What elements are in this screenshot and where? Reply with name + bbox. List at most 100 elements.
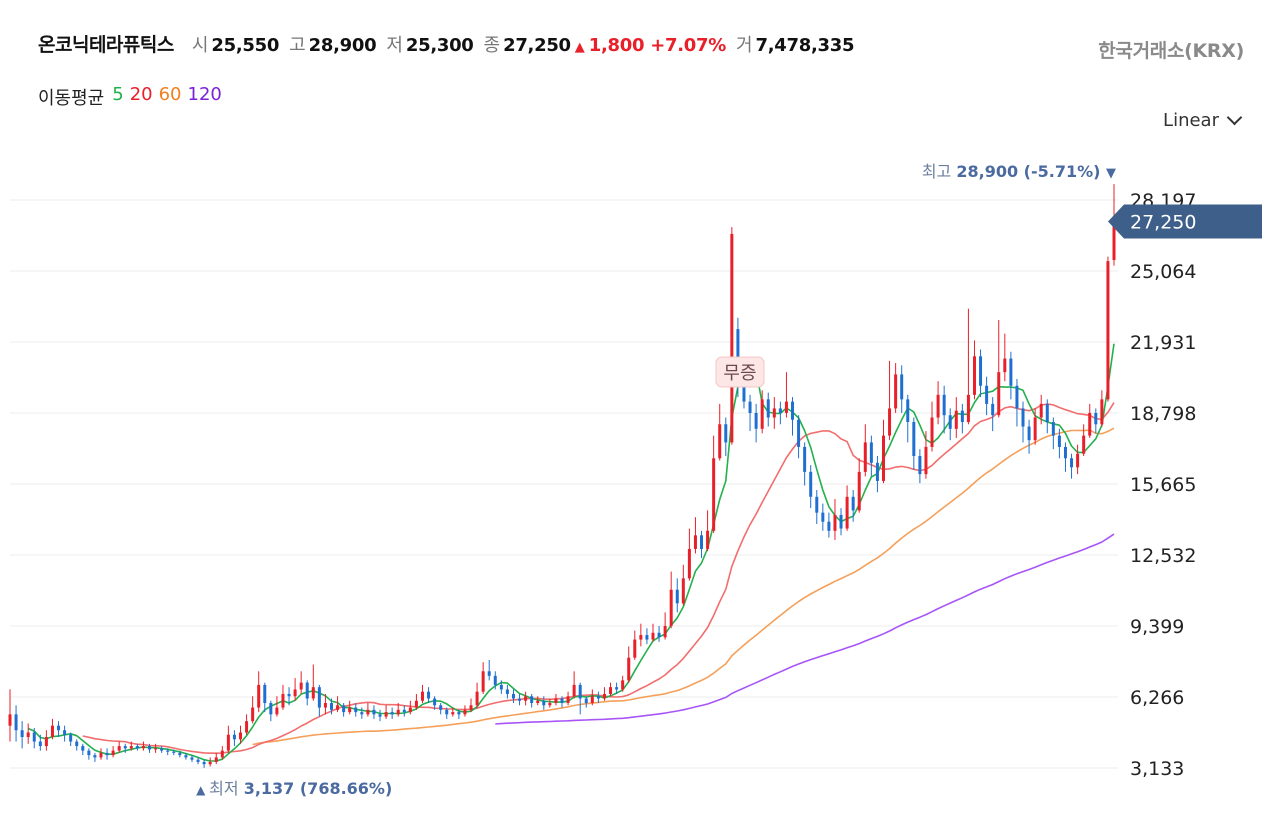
candle-body <box>681 578 685 604</box>
candle-body <box>997 372 1001 416</box>
ma-legend-item-60[interactable]: 60 <box>158 84 182 105</box>
candle-body <box>1009 358 1013 386</box>
candle-body <box>827 521 831 531</box>
candle-body <box>687 548 691 579</box>
candle-body <box>809 471 813 497</box>
candle-body <box>881 435 885 481</box>
candle-body <box>184 755 188 758</box>
candle-body <box>1100 399 1104 425</box>
candle-body <box>821 512 825 522</box>
stock-name: 온코닉테라퓨틱스 <box>38 34 174 56</box>
candle-body <box>245 721 249 733</box>
current-price-label: 27,250 <box>1130 211 1196 233</box>
candle-body <box>1082 435 1086 454</box>
candle-body <box>50 725 54 738</box>
candle-body <box>730 233 734 443</box>
candle-body <box>317 687 321 708</box>
candle-body <box>736 329 740 375</box>
ma120-line <box>495 533 1115 725</box>
candle-body <box>748 401 752 413</box>
candle-body <box>433 698 437 706</box>
candle-body <box>972 356 976 395</box>
candle-body <box>700 535 704 549</box>
scale-dropdown[interactable]: Linear <box>1163 109 1243 131</box>
ma60-line <box>252 427 1115 746</box>
candle-body <box>1070 458 1074 468</box>
candle-body <box>942 394 946 416</box>
ma-legend-item-120[interactable]: 120 <box>187 84 222 105</box>
candle-body <box>87 750 91 756</box>
y-tick-label: 12,532 <box>1130 545 1196 567</box>
candle-body <box>26 732 30 738</box>
candle-body <box>651 632 655 640</box>
candle-body <box>81 746 85 751</box>
candle-body <box>232 734 236 740</box>
candle-body <box>772 408 776 418</box>
candle-body <box>1063 446 1067 459</box>
candle-body <box>869 442 873 463</box>
candle-body <box>548 703 552 706</box>
up-triangle-icon: ▲ <box>574 40 585 55</box>
candle-body <box>669 589 673 626</box>
candle-body <box>760 399 764 429</box>
change-value: 1,800 <box>588 35 645 56</box>
candle-body <box>609 687 613 694</box>
y-tick-label: 6,266 <box>1130 687 1184 709</box>
candle-body <box>906 399 910 423</box>
candle-body <box>63 730 67 735</box>
candle-body <box>633 639 637 658</box>
candle-body <box>706 530 710 549</box>
candle-body <box>129 746 133 749</box>
candle-body <box>360 712 364 715</box>
candle-body <box>135 746 139 749</box>
candle-body <box>1003 358 1007 373</box>
candle-body <box>1094 412 1098 425</box>
ma-legend-item-5[interactable]: 5 <box>112 84 124 105</box>
candle-body <box>954 410 958 429</box>
candle-body <box>742 374 746 402</box>
candle-body <box>208 761 212 765</box>
y-tick-label: 21,931 <box>1130 332 1196 354</box>
candle-body <box>354 707 358 713</box>
candle-body <box>451 712 455 715</box>
candle-body <box>105 752 109 756</box>
low-label: 저 <box>386 35 403 56</box>
candle-body <box>815 496 819 513</box>
candle-body <box>1039 403 1043 418</box>
candle-body <box>584 698 588 704</box>
candle-body <box>396 709 400 715</box>
ma-legend-item-20[interactable]: 20 <box>129 84 153 105</box>
candle-body <box>657 632 661 638</box>
candle-body <box>311 687 315 699</box>
high-value: 28,900 <box>308 35 377 56</box>
candle-body <box>493 675 497 685</box>
low-value: 25,300 <box>405 35 474 56</box>
candle-body <box>226 734 230 751</box>
quote-header: 온코닉테라퓨틱스 시 25,550 고 28,900 저 25,300 종 27… <box>38 30 864 64</box>
candle-body <box>621 680 625 690</box>
event-badge <box>715 356 765 388</box>
candle-body <box>372 709 376 715</box>
candle-body <box>293 689 297 697</box>
min-price-annotation: ▲ 최저 3,137 (768.66%) <box>196 779 392 798</box>
event-badge-label: 무증 <box>723 363 756 384</box>
candle-body <box>572 684 576 697</box>
candle-body <box>845 496 849 529</box>
candle-body <box>979 356 983 386</box>
candle-body <box>851 496 855 511</box>
candle-body <box>20 730 24 738</box>
volume-label: 거 <box>735 35 753 56</box>
open-value: 25,550 <box>211 35 280 56</box>
candle-body <box>499 684 503 690</box>
y-tick-label: 18,798 <box>1130 403 1196 425</box>
candle-body <box>160 748 164 751</box>
candle-body <box>251 707 255 722</box>
candle-body <box>918 456 922 475</box>
candle-body <box>69 734 73 742</box>
scale-label: Linear <box>1163 110 1219 131</box>
candle-body <box>366 709 370 715</box>
candle-body <box>590 696 594 704</box>
open-label: 시 <box>191 35 209 56</box>
candle-body <box>99 752 103 758</box>
